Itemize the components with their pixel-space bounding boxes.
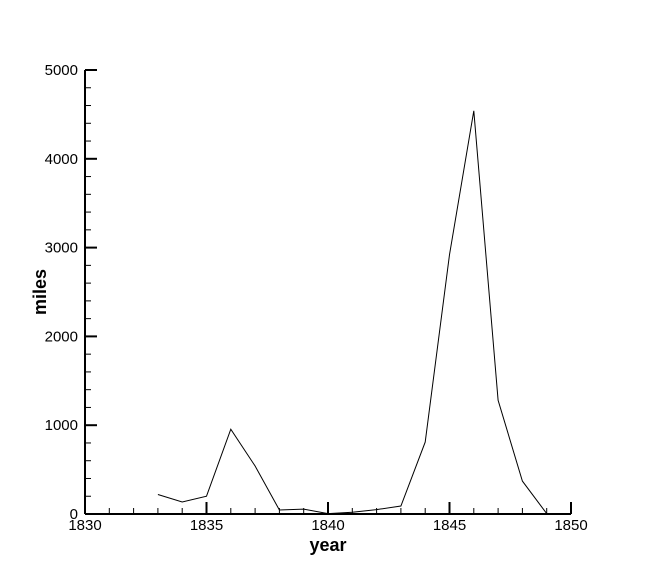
axes <box>84 70 571 515</box>
y-tick-label: 2000 <box>45 328 78 345</box>
y-tick-label: 3000 <box>45 240 78 257</box>
x-tick-label: 1830 <box>68 517 101 534</box>
x-tick-label: 1845 <box>433 517 466 534</box>
ticks <box>84 69 572 515</box>
series-line <box>157 110 548 515</box>
y-tick-label: 0 <box>70 506 78 523</box>
y-tick-label: 5000 <box>45 62 78 79</box>
x-tick-label: 1840 <box>311 517 344 534</box>
tick-labels: 1830 1835 1840 1845 1850 0 1000 2000 3000 4000 500… <box>45 62 588 534</box>
x-axis-title: year <box>309 535 346 555</box>
y-axis-title: miles <box>30 269 50 315</box>
y-tick-label: 4000 <box>45 151 78 168</box>
series-layer <box>157 110 548 515</box>
x-tick-label: 1850 <box>554 517 587 534</box>
y-tick-label: 1000 <box>45 417 78 434</box>
x-tick-label: 1835 <box>190 517 223 534</box>
